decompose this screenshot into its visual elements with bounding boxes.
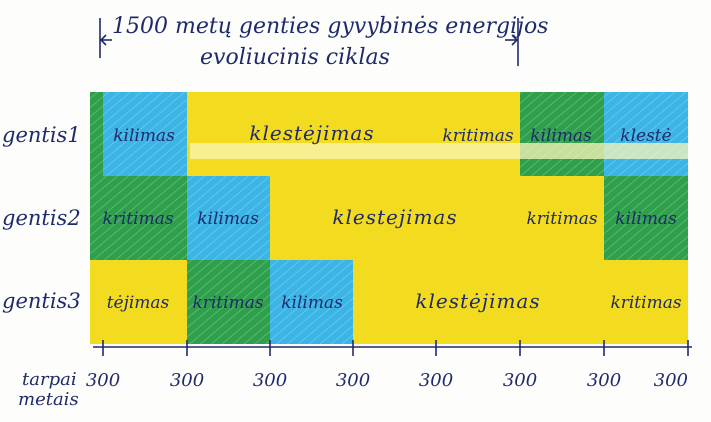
cell-hatching bbox=[604, 92, 688, 176]
time-axis: 300 300 300 300 300 300 300 300 bbox=[86, 340, 692, 391]
title-line-2: evoliucinis ciklas bbox=[200, 45, 390, 70]
cell-klestejimas bbox=[436, 92, 520, 176]
cell-label: kritimas bbox=[442, 126, 513, 146]
cell-text-layer: kilimas klestėjimas kritimas kilimas klestė k… bbox=[102, 121, 681, 313]
title-span-bracket bbox=[99, 18, 519, 66]
cell-klestejimas bbox=[520, 176, 604, 260]
axis-tick-label: 300 bbox=[503, 370, 537, 391]
axis-tick-label: 300 bbox=[336, 370, 370, 391]
cells-layer bbox=[90, 92, 688, 344]
cell-klestejimas bbox=[270, 176, 520, 260]
cell-label: kritimas bbox=[526, 209, 597, 229]
cell-label: kilimas bbox=[197, 209, 259, 229]
cell-klestejimas bbox=[187, 92, 436, 176]
axis-label-line-1: tarpai bbox=[22, 369, 77, 390]
cell-label: klestėjimas bbox=[415, 289, 540, 313]
axis-tick-label: 300 bbox=[587, 370, 621, 391]
axis-tick-label: 300 bbox=[86, 370, 120, 391]
title-line-1: 1500 metų genties gyvybinės energijos bbox=[112, 14, 548, 39]
cell-label: kilimas bbox=[281, 293, 343, 313]
cell-label: kritimas bbox=[102, 209, 173, 229]
cell-hatching bbox=[520, 92, 604, 176]
cell-klestejimas bbox=[604, 260, 688, 344]
cell-label: kilimas bbox=[530, 126, 592, 146]
cell-klestejimas bbox=[353, 260, 604, 344]
cell-hatching bbox=[604, 176, 688, 260]
row-label-gentis1: gentis1 bbox=[2, 123, 81, 147]
highlight-band bbox=[190, 143, 688, 159]
axis-tick-label: 300 bbox=[654, 370, 688, 391]
axis-label-line-2: metais bbox=[18, 389, 79, 410]
cell-label: kilimas bbox=[615, 209, 677, 229]
cell-label: kritimas bbox=[610, 293, 681, 313]
cell-hatching bbox=[103, 92, 187, 176]
axis-tick-label: 300 bbox=[419, 370, 453, 391]
cell-label: klestėjimas bbox=[249, 121, 374, 145]
row-label-gentis2: gentis2 bbox=[2, 206, 81, 230]
cell-hatching bbox=[270, 260, 353, 344]
cell-label: tėjimas bbox=[107, 293, 170, 313]
cell-label: kritimas bbox=[192, 293, 263, 313]
row-label-gentis3: gentis3 bbox=[2, 289, 81, 313]
cell-hatching bbox=[187, 260, 270, 344]
cell-label: klestė bbox=[620, 126, 671, 146]
cell-label: kilimas bbox=[113, 126, 175, 146]
cell-hatching bbox=[187, 176, 270, 260]
cell-klestejimas bbox=[90, 260, 187, 344]
cell-label: klestejimas bbox=[332, 205, 457, 229]
cell-hatching bbox=[90, 176, 187, 260]
axis-tick-label: 300 bbox=[253, 370, 287, 391]
axis-tick-label: 300 bbox=[170, 370, 204, 391]
cell-hatching bbox=[90, 92, 103, 176]
